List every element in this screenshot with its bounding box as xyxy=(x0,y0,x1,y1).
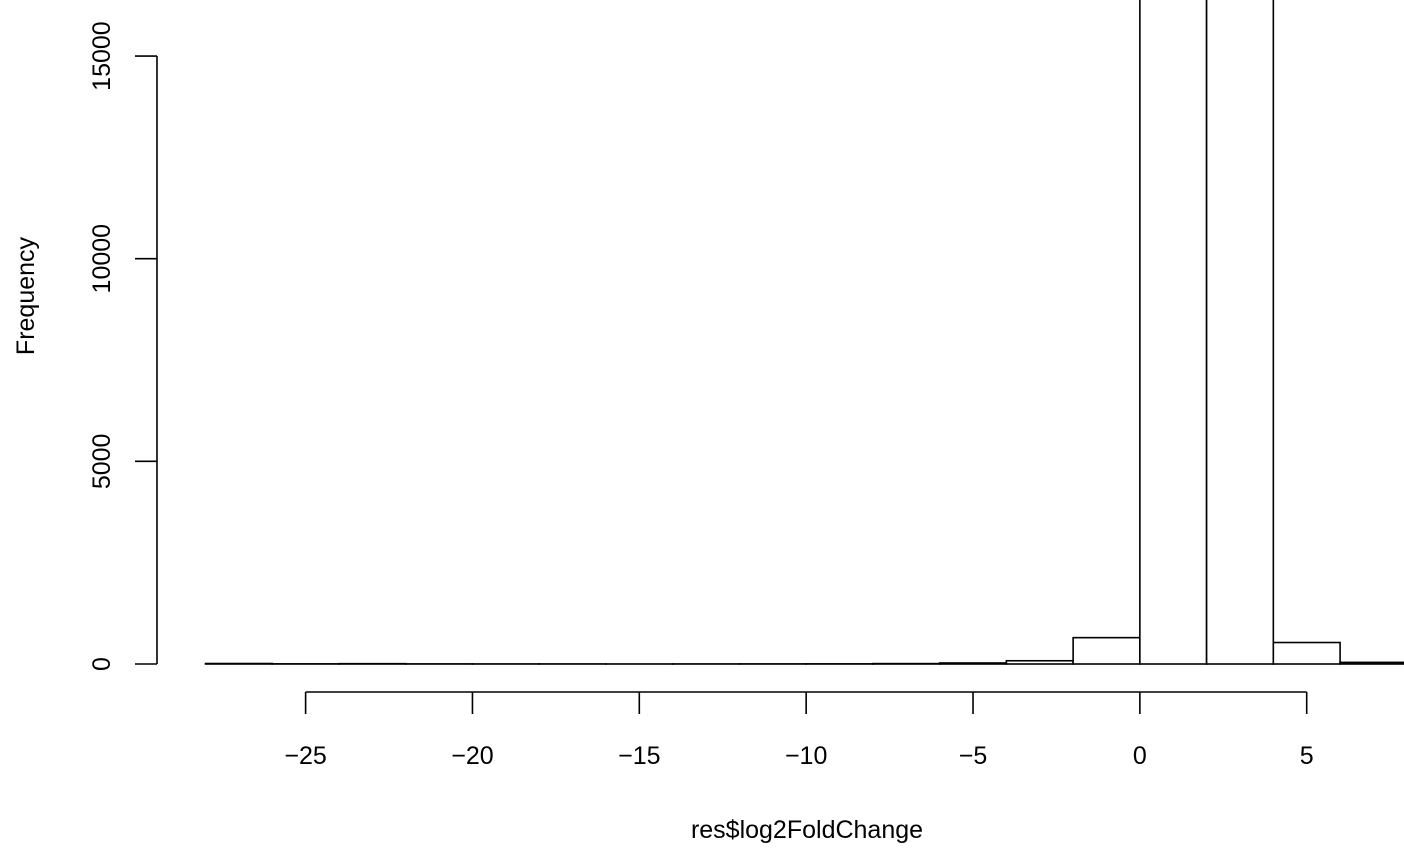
x-tick-label: −20 xyxy=(451,742,493,770)
y-axis-title: Frequency xyxy=(12,236,40,355)
bars-group xyxy=(204,0,1404,665)
histogram-bar xyxy=(1339,661,1404,665)
histogram-bar xyxy=(1139,0,1208,665)
y-axis: 0 5000 10000 15000 xyxy=(88,21,158,671)
histogram-bar xyxy=(1005,659,1074,665)
histogram-bar xyxy=(1205,0,1275,665)
y-tick-label: 5000 xyxy=(88,434,116,490)
x-tick-label: −15 xyxy=(618,742,660,770)
x-tick-label: −5 xyxy=(959,742,988,770)
histogram-bar xyxy=(938,662,1008,665)
x-axis-title: res$log2FoldChange xyxy=(691,816,923,844)
histogram-bar xyxy=(1272,641,1341,665)
histogram-bar xyxy=(1072,636,1141,665)
y-tick-label: 15000 xyxy=(88,21,116,91)
x-tick-label: 5 xyxy=(1300,742,1314,770)
x-axis: −25 −20 −15 −10 −5 0 5 xyxy=(284,691,1314,770)
y-tick-label: 10000 xyxy=(88,224,116,294)
y-tick-label: 0 xyxy=(88,657,116,671)
x-tick-label: −10 xyxy=(785,742,827,770)
x-tick-label: 0 xyxy=(1133,742,1147,770)
x-tick-label: −25 xyxy=(284,742,326,770)
